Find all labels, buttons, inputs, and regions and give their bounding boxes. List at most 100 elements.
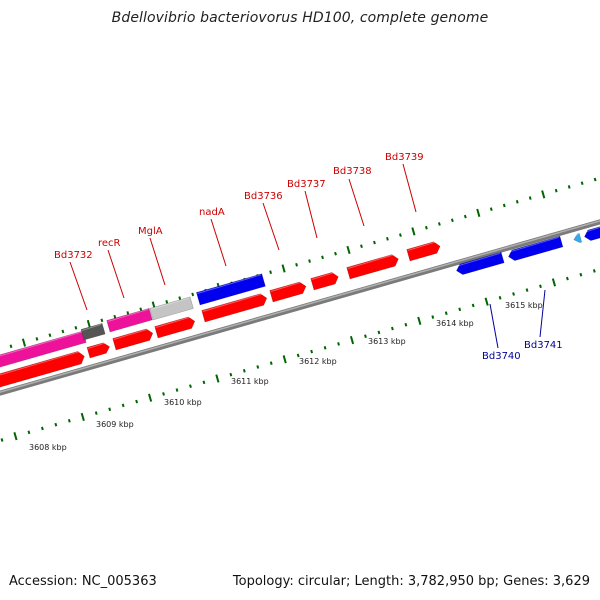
outer-tick (411, 227, 416, 236)
gene-nada (196, 273, 266, 306)
outer-tick (450, 218, 454, 223)
outer-tick (386, 237, 389, 241)
inner-tick (431, 315, 435, 319)
outer-tick (178, 296, 182, 300)
outer-tick (528, 196, 532, 200)
inner-tick (13, 432, 18, 441)
inner-tick (539, 284, 542, 289)
inner-tick (512, 292, 515, 296)
outer-tick (191, 292, 195, 297)
gene-mgla (149, 296, 194, 321)
gene-bd3740 (456, 251, 505, 275)
inner-tick (417, 316, 422, 325)
kbp-label-3610: 3610 kbp (164, 398, 202, 407)
outer-tick (515, 199, 519, 204)
gene-bd3737 (269, 281, 307, 303)
outer-tick (489, 207, 493, 211)
outer-tick (476, 208, 481, 217)
label-leader-line (149, 237, 166, 286)
outer-tick (61, 329, 65, 334)
gene-blue-edge (584, 226, 600, 241)
gene-red-4 (154, 316, 196, 339)
gene-bd3736 (201, 293, 268, 323)
outer-tick (113, 314, 117, 319)
label-leader-line (107, 249, 125, 299)
inner-tick (282, 355, 287, 364)
gene-bd3739-b (406, 241, 441, 262)
inner-tick (202, 380, 206, 385)
label-leader-line (348, 178, 365, 227)
kbp-label-3611: 3611 kbp (231, 377, 269, 386)
gene-bd3741 (508, 235, 564, 261)
gene-label-bd3741: Bd3741 (524, 340, 563, 351)
inner-tick (310, 349, 314, 354)
inner-tick (256, 365, 260, 369)
outer-tick (399, 233, 402, 237)
inner-tick (189, 384, 192, 389)
label-leader-line (489, 303, 499, 349)
inner-tick (269, 361, 273, 365)
inner-tick (579, 272, 583, 277)
label-leader-line (69, 261, 88, 311)
outer-tick (463, 214, 467, 219)
genome-title: Bdellovibrio bacteriovorus HD100, comple… (111, 10, 489, 26)
inner-tick (404, 322, 408, 327)
gene-labels: Bd3732 recR MglA nadA Bd3736 Bd3737 Bd37… (54, 152, 563, 362)
gene-features (0, 226, 600, 388)
gene-label-recr: recR (98, 238, 121, 249)
inner-tick (525, 288, 529, 292)
inner-tick (27, 430, 31, 435)
inner-tick (94, 411, 98, 415)
inner-tick (458, 307, 462, 312)
gene-label-bd3738: Bd3738 (333, 166, 372, 177)
inner-tick (40, 426, 44, 431)
outer-tick (281, 264, 286, 273)
gene-label-nada: nadA (199, 207, 225, 218)
kbp-label-3614: 3614 kbp (436, 319, 474, 328)
gene-label-bd3740: Bd3740 (482, 351, 521, 362)
outer-tick (100, 318, 104, 323)
inner-tick (337, 342, 340, 346)
accession-text: Accession: NC_005363 (9, 574, 157, 589)
outer-tick (165, 300, 169, 304)
outer-tick (346, 245, 351, 255)
outer-tick (373, 240, 376, 245)
gene-bd3739-a (346, 254, 399, 280)
outer-tick (269, 270, 273, 274)
gene-cyan (573, 233, 583, 243)
inner-tick (175, 388, 179, 392)
outer-tick (9, 344, 13, 349)
outer-tick (126, 311, 130, 315)
gene-label-bd3737: Bd3737 (287, 179, 326, 190)
inner-tick (108, 407, 112, 412)
label-leader-line (402, 163, 417, 213)
inner-tick (566, 276, 569, 281)
inner-tick (215, 374, 220, 383)
inner-tick (349, 335, 355, 345)
inner-tick (67, 418, 71, 423)
inner-tick (498, 295, 502, 300)
outer-tick (295, 262, 298, 267)
outer-tick (48, 333, 52, 337)
kbp-label-3609: 3609 kbp (96, 420, 134, 429)
inner-tick (551, 278, 557, 287)
kbp-label-3608: 3608 kbp (29, 443, 67, 452)
inner-tick (296, 353, 300, 358)
gene-recr (106, 308, 153, 333)
outer-tick (86, 319, 91, 329)
inner-tick (391, 326, 394, 331)
inner-tick (592, 269, 596, 273)
outer-tick (321, 255, 324, 260)
inner-tick (229, 372, 233, 377)
label-leader-line (304, 190, 318, 239)
genome-backbone-highlight (0, 220, 600, 393)
inner-tick (484, 297, 489, 306)
outer-tick (21, 338, 27, 347)
inner-tick (471, 303, 475, 308)
outer-tick (437, 222, 441, 226)
gene-label-mgla: MglA (138, 226, 163, 237)
inner-tick (364, 334, 367, 339)
label-leader-line (262, 202, 280, 251)
label-leader-line (210, 218, 227, 267)
kbp-label-3613: 3613 kbp (368, 337, 406, 346)
